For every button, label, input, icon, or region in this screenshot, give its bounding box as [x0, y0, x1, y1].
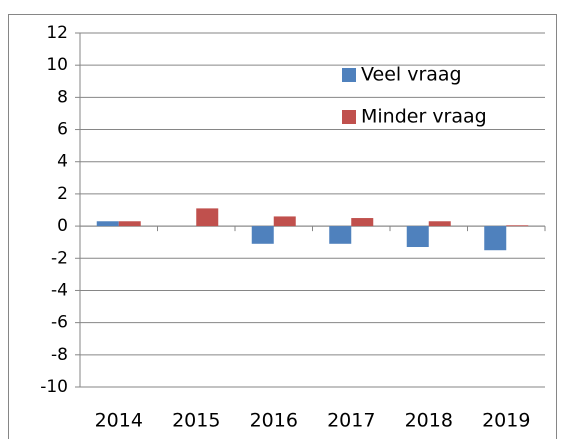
x-tick-label: 2015: [172, 410, 220, 432]
bar: [428, 221, 451, 227]
y-tick-label: 12: [46, 23, 68, 43]
bar: [484, 226, 507, 251]
bar: [273, 216, 296, 227]
bar: [118, 221, 141, 227]
y-tick-label: 4: [57, 152, 68, 172]
x-tick-label: 2014: [95, 410, 143, 432]
y-tick-label: -4: [51, 280, 68, 300]
x-tick-label: 2016: [250, 410, 298, 432]
x-tick-label: 2018: [405, 410, 453, 432]
y-tick-label: -6: [51, 313, 68, 333]
y-tick-label: -10: [40, 377, 68, 397]
legend-swatch: [342, 68, 356, 82]
bar: [506, 225, 529, 227]
y-tick-label: 2: [57, 184, 68, 204]
chart-border: [8, 14, 557, 439]
y-tick-label: 0: [57, 216, 68, 236]
bar: [329, 226, 352, 244]
y-tick-label: -2: [51, 248, 68, 268]
bar: [406, 226, 429, 248]
bar: [196, 208, 219, 227]
legend-label: Minder vraag: [361, 106, 487, 128]
bar: [96, 221, 119, 227]
x-tick-label: 2017: [327, 410, 375, 432]
legend-label: Veel vraag: [361, 64, 462, 86]
y-tick-label: 10: [46, 55, 68, 75]
bar: [351, 218, 374, 227]
legend-swatch: [342, 110, 356, 124]
y-tick-label: 8: [57, 87, 68, 107]
x-tick-label: 2019: [482, 410, 530, 432]
y-tick-label: 6: [57, 120, 68, 140]
bar: [251, 226, 274, 244]
y-tick-label: -8: [51, 345, 68, 365]
